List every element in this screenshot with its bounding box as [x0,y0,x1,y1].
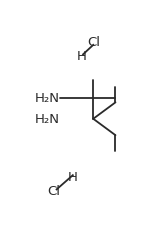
Text: H: H [76,50,86,63]
Text: Cl: Cl [87,36,100,49]
Text: H: H [68,171,78,184]
Text: Cl: Cl [47,185,60,198]
Text: H₂N: H₂N [35,113,60,126]
Text: H₂N: H₂N [35,92,60,105]
